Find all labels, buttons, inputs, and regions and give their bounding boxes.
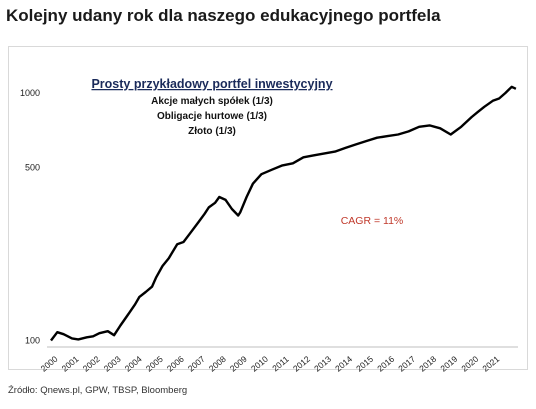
chart-subtitle-line-2: Obligacje hurtowe (1/3) — [157, 111, 267, 122]
x-tick-label: 2018 — [417, 354, 438, 374]
x-tick-label: 2011 — [270, 354, 291, 374]
x-axis: 2000 2001 2002 2003 2004 2005 2006 2007 2008 2009… — [39, 354, 502, 374]
x-tick-label: 2003 — [102, 354, 123, 374]
x-tick-label: 2019 — [438, 354, 459, 374]
x-tick-label: 2016 — [375, 354, 396, 374]
x-tick-label: 2006 — [165, 354, 186, 374]
x-tick-label: 2002 — [81, 354, 102, 374]
x-tick-label: 2012 — [291, 354, 312, 374]
y-tick-label: 100 — [25, 336, 40, 346]
x-tick-label: 2005 — [144, 354, 165, 374]
source-note: Źródło: Qnews.pl, GPW, TBSP, Bloomberg — [8, 385, 188, 396]
x-tick-label: 2017 — [396, 354, 417, 374]
series-line — [50, 85, 517, 342]
chart-subtitle-line-1: Akcje małych spółek (1/3) — [151, 96, 273, 107]
chart-title: Prosty przykładowy portfel inwestycyjny — [91, 77, 332, 91]
headline: Kolejny udany rok dla naszego edukacyjne… — [6, 6, 441, 25]
chart-frame — [8, 46, 528, 370]
x-tick-label: 2020 — [459, 354, 480, 374]
x-tick-label: 2014 — [333, 354, 354, 374]
x-tick-label: 2007 — [186, 354, 207, 374]
x-tick-label: 2013 — [312, 354, 333, 374]
y-axis: 100 500 1000 — [20, 88, 40, 346]
x-tick-label: 2008 — [207, 354, 228, 374]
x-tick-label: 2010 — [249, 354, 270, 374]
x-tick-label: 2000 — [39, 354, 60, 374]
x-tick-label: 2021 — [480, 354, 501, 374]
chart-subtitle-line-3: Złoto (1/3) — [188, 126, 236, 137]
x-tick-label: 2001 — [60, 354, 81, 374]
x-tick-label: 2009 — [228, 354, 249, 374]
x-tick-label: 2004 — [123, 354, 144, 374]
y-tick-label: 1000 — [20, 88, 40, 98]
cagr-annotation: CAGR = 11% — [341, 215, 404, 227]
x-tick-label: 2015 — [354, 354, 375, 374]
y-tick-label: 500 — [25, 163, 40, 173]
